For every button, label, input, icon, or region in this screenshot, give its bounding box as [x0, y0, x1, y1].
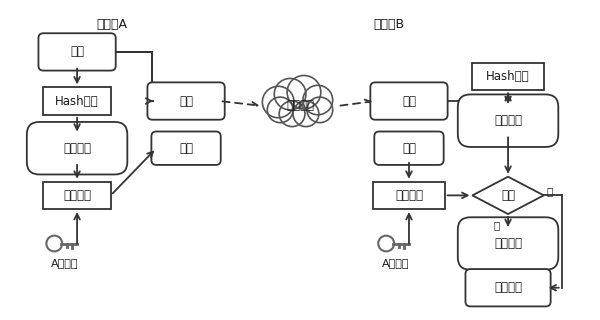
Text: 消息: 消息: [402, 94, 416, 108]
Bar: [472, 63, 544, 90]
Text: 否: 否: [547, 187, 553, 196]
Bar: [43, 87, 111, 115]
FancyBboxPatch shape: [370, 82, 448, 120]
Text: 相等: 相等: [501, 189, 515, 202]
FancyBboxPatch shape: [466, 269, 551, 307]
Bar: [373, 182, 445, 209]
Text: A的公钥: A的公钥: [382, 258, 410, 268]
FancyBboxPatch shape: [458, 217, 559, 270]
Circle shape: [307, 97, 332, 123]
Text: 是: 是: [493, 220, 499, 230]
FancyBboxPatch shape: [458, 94, 559, 147]
Text: 接收方B: 接收方B: [374, 18, 405, 30]
Text: 签名无效: 签名无效: [494, 281, 522, 294]
Text: 消息摘要: 消息摘要: [494, 114, 522, 127]
Circle shape: [287, 76, 321, 109]
Text: Hash函数: Hash函数: [55, 94, 99, 108]
Text: Hash函数: Hash函数: [486, 70, 530, 83]
Circle shape: [268, 97, 293, 123]
Text: 发送方A: 发送方A: [96, 18, 127, 30]
Text: 消息: 消息: [179, 94, 193, 108]
Text: 验证算法: 验证算法: [395, 189, 423, 202]
FancyBboxPatch shape: [27, 122, 127, 174]
Circle shape: [279, 101, 305, 127]
FancyBboxPatch shape: [38, 33, 116, 71]
Circle shape: [262, 86, 294, 118]
Text: 签名有效: 签名有效: [494, 237, 522, 250]
FancyBboxPatch shape: [151, 132, 221, 165]
FancyBboxPatch shape: [148, 82, 225, 120]
Circle shape: [274, 78, 306, 110]
Text: 消息: 消息: [70, 45, 84, 59]
Text: 签名: 签名: [402, 142, 416, 155]
Bar: [43, 182, 111, 209]
Text: 签名算法: 签名算法: [63, 189, 91, 202]
Text: 消息摘要: 消息摘要: [63, 142, 91, 155]
FancyBboxPatch shape: [374, 132, 443, 165]
Text: A的私钥: A的私钥: [50, 258, 78, 268]
Text: 公开信道: 公开信道: [286, 100, 314, 112]
Polygon shape: [472, 177, 544, 214]
Circle shape: [293, 101, 319, 127]
Text: 签名: 签名: [179, 142, 193, 155]
Circle shape: [303, 85, 332, 115]
